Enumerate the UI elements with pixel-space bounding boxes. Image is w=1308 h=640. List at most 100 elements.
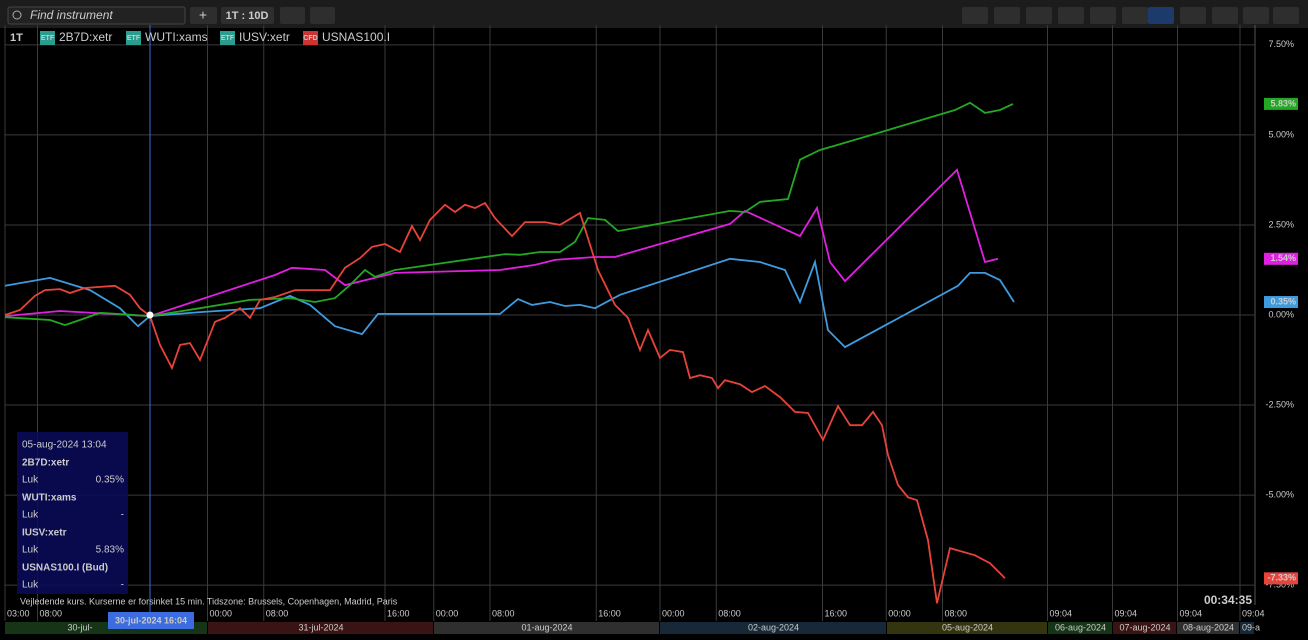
x-tick-label: 08:00: [266, 608, 289, 618]
tooltip-rows: 2B7D:xetr Luk 0.35% WUTI:xams Luk - IUSV:xetr L…: [22, 458, 124, 591]
clock: 00:34:35: [1204, 593, 1252, 607]
tool-button[interactable]: [1026, 7, 1052, 24]
x-tick-label: 08:00: [40, 608, 63, 618]
search-placeholder: Find instrument: [30, 8, 113, 22]
date-band-label: 07-aug-2024: [1119, 622, 1170, 632]
date-band-label: 05-aug-2024: [942, 622, 993, 632]
add-label: +: [199, 7, 207, 23]
y-tick-label: 2.50%: [1268, 219, 1294, 229]
tool-button[interactable]: [994, 7, 1020, 24]
last-value-label: 1.54%: [1270, 253, 1296, 263]
x-tick-label: 09:04: [1242, 608, 1265, 618]
tooltip-value: 5.83%: [96, 545, 124, 556]
legend-badge-label: CFD: [303, 35, 317, 42]
x-tick-label: 16:00: [825, 608, 848, 618]
refresh-button[interactable]: [280, 7, 305, 24]
tooltip-value: 0.35%: [96, 475, 124, 486]
date-band: [434, 622, 659, 634]
tool-button[interactable]: [962, 7, 988, 24]
date-band-label: 06-aug-2024: [1055, 622, 1106, 632]
series-line: [4, 257, 1015, 349]
date-band: [1113, 622, 1176, 634]
last-value-label: 0.35%: [1270, 296, 1296, 306]
x-tick-label: 00:00: [662, 608, 685, 618]
x-tick-label: 08:00: [718, 608, 741, 618]
x-tick-label: 08:00: [492, 608, 515, 618]
tool-button[interactable]: [1148, 7, 1174, 24]
period-label: 1T : 10D: [226, 10, 269, 22]
y-tick-label: -5.00%: [1265, 489, 1294, 499]
plot-area: 7.50% 5.00% 2.50% 0.00% -2.50% -5.00% -7.50% 03…: [4, 25, 1298, 634]
tool-button[interactable]: [1122, 7, 1148, 24]
x-tick-label: 16:00: [598, 608, 621, 618]
interval-label: 1T: [10, 32, 23, 44]
x-tick-label: 00:00: [888, 608, 911, 618]
legend-badge-label: ETF: [127, 35, 141, 42]
legend-badge: [126, 31, 141, 45]
y-tick-label: 0.00%: [1268, 309, 1294, 319]
last-value-badge: [1264, 252, 1298, 265]
x-tick-label: 09:04: [1115, 608, 1138, 618]
last-value-badge: [1264, 97, 1298, 110]
tooltip-value: -: [121, 510, 124, 521]
series-line: [4, 201, 1006, 604]
tool-button[interactable]: [1212, 7, 1238, 24]
search-box[interactable]: [7, 6, 186, 25]
series-line: [4, 168, 999, 318]
crosshair-point: [146, 311, 154, 319]
crosshair-date-box: [108, 612, 194, 629]
x-tick-label: 09:04: [1050, 608, 1073, 618]
tooltip-name: IUSV:xetr: [22, 528, 67, 539]
y-tick-label: 5.00%: [1268, 129, 1294, 139]
x-tick-label: 16:00: [387, 608, 410, 618]
tool-group: [962, 7, 1299, 24]
period-button[interactable]: [221, 7, 274, 24]
date-band: [1048, 622, 1112, 634]
last-value-label: -7.33%: [1267, 573, 1296, 583]
legend-badge: [220, 31, 235, 45]
tool-button[interactable]: [1180, 7, 1206, 24]
date-band: [660, 622, 886, 634]
legend-name[interactable]: 2B7D:xetr: [59, 30, 112, 44]
legend-name[interactable]: USNAS100.I: [322, 30, 390, 44]
footer-notice: Vejledende kurs. Kurserne er forsinket 1…: [20, 596, 398, 606]
date-band: [887, 622, 1047, 634]
compare-button[interactable]: [310, 7, 335, 24]
tool-button[interactable]: [1273, 7, 1299, 24]
x-tick-label: 00:00: [210, 608, 233, 618]
x-tick-label: 00:00: [436, 608, 459, 618]
tooltip-name: WUTI:xams: [22, 493, 77, 504]
series-line: [4, 101, 1014, 327]
y-tick-label: -2.50%: [1265, 399, 1294, 409]
date-band: [1177, 622, 1239, 634]
date-band-label: 30-jul-: [67, 622, 92, 632]
tooltip-field: Luk: [22, 475, 39, 486]
legend-badge-label: ETF: [221, 35, 235, 42]
tool-button[interactable]: [1243, 7, 1269, 24]
y-tick-label: -7.50%: [1265, 580, 1294, 590]
x-tick-label: 08:00: [945, 608, 968, 618]
tool-button[interactable]: [1058, 7, 1084, 24]
tooltip-field: Luk: [22, 510, 39, 521]
last-value-badge: [1264, 296, 1298, 309]
legend-name[interactable]: IUSV:xetr: [239, 30, 290, 44]
add-button[interactable]: [190, 7, 217, 24]
x-tick-label: 09:04: [1180, 608, 1203, 618]
tooltip-name: USNAS100.I (Bud): [22, 563, 108, 574]
search-icon: [12, 10, 22, 20]
date-band-label: 08-aug-2024: [1183, 622, 1234, 632]
last-value-badge: [1264, 572, 1298, 585]
date-band: [208, 622, 433, 634]
date-band-label: 09-a: [1242, 622, 1260, 632]
legend: ETF 2B7D:xetr ETF WUTI:xams ETF IUSV:xetr CFD U…: [40, 30, 390, 45]
legend-badge-label: ETF: [41, 35, 55, 42]
tooltip-date: 05-aug-2024 13:04: [22, 440, 107, 451]
tooltip: [17, 432, 128, 594]
legend-name[interactable]: WUTI:xams: [145, 30, 208, 44]
x-tick-label: 03:00: [7, 608, 30, 618]
tooltip-field: Luk: [22, 545, 39, 556]
legend-badge: [40, 31, 55, 45]
last-value-label: 5.83%: [1270, 98, 1296, 108]
tool-button[interactable]: [1090, 7, 1116, 24]
